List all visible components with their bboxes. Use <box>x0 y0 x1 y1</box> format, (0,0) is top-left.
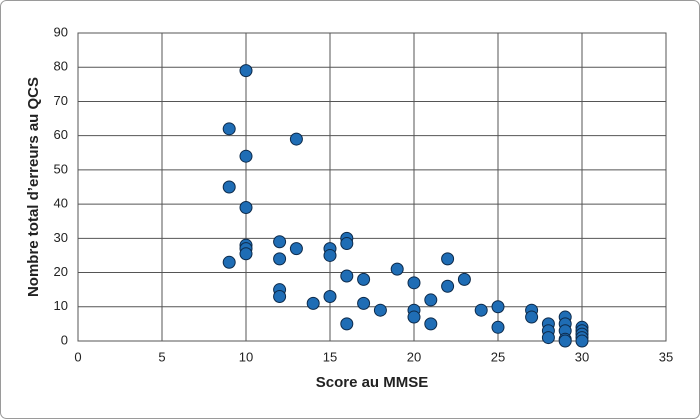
data-point <box>491 320 505 334</box>
y-tick-label: 20 <box>54 264 68 279</box>
data-point <box>323 290 337 304</box>
x-tick-label: 35 <box>659 349 673 364</box>
data-point <box>407 310 421 324</box>
data-point <box>340 317 354 331</box>
y-tick-label: 70 <box>54 93 68 108</box>
y-tick-label: 50 <box>54 161 68 176</box>
data-point <box>424 293 438 307</box>
y-tick-label: 30 <box>54 230 68 245</box>
data-point <box>541 331 555 345</box>
data-point <box>239 201 253 215</box>
data-point <box>407 276 421 290</box>
data-point <box>323 248 337 262</box>
data-point <box>525 310 539 324</box>
data-point <box>457 272 471 286</box>
y-tick-label: 60 <box>54 127 68 142</box>
y-tick-label: 10 <box>54 298 68 313</box>
data-point <box>239 149 253 163</box>
x-tick-label: 5 <box>158 349 165 364</box>
data-point <box>273 252 287 266</box>
y-axis-title: Nombre total d’erreurs au QCS <box>25 77 42 297</box>
data-point <box>357 272 371 286</box>
y-tick-label: 0 <box>61 332 68 347</box>
data-point <box>222 180 236 194</box>
x-tick-label: 10 <box>239 349 253 364</box>
data-point <box>289 242 303 256</box>
data-point <box>289 132 303 146</box>
data-point <box>441 252 455 266</box>
data-point <box>239 64 253 78</box>
data-point <box>390 262 404 276</box>
data-point <box>222 122 236 136</box>
data-point <box>273 235 287 249</box>
data-point <box>424 317 438 331</box>
data-point <box>491 300 505 314</box>
plot-area <box>77 32 667 342</box>
x-tick-label: 15 <box>323 349 337 364</box>
data-point <box>340 269 354 283</box>
data-point <box>306 296 320 310</box>
data-point <box>558 334 572 348</box>
x-tick-label: 20 <box>407 349 421 364</box>
data-point <box>474 303 488 317</box>
y-tick-label: 40 <box>54 196 68 211</box>
y-tick-label: 80 <box>54 59 68 74</box>
data-point <box>273 290 287 304</box>
x-axis-title: Score au MMSE <box>316 374 429 391</box>
x-tick-label: 0 <box>74 349 81 364</box>
y-tick-label: 90 <box>54 24 68 39</box>
data-point <box>575 334 589 348</box>
data-point <box>239 247 253 261</box>
data-point <box>340 236 354 250</box>
data-point <box>373 303 387 317</box>
x-tick-label: 30 <box>575 349 589 364</box>
data-point <box>441 279 455 293</box>
x-tick-label: 25 <box>491 349 505 364</box>
data-point <box>222 255 236 269</box>
data-point <box>357 296 371 310</box>
